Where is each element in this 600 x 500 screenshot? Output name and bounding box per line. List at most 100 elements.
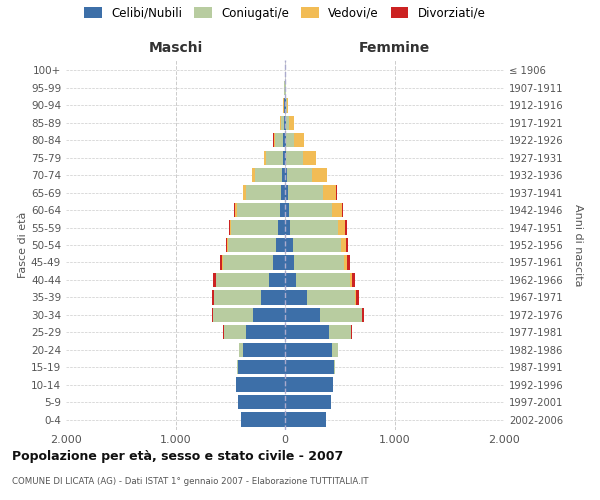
- Bar: [214, 273, 215, 287]
- Bar: [355, 290, 356, 304]
- Bar: [344, 256, 347, 270]
- Bar: [285, 308, 320, 322]
- Bar: [342, 203, 343, 217]
- Bar: [293, 238, 341, 252]
- Bar: [273, 256, 285, 270]
- Bar: [245, 186, 281, 200]
- Bar: [329, 325, 350, 340]
- Bar: [213, 308, 253, 322]
- Bar: [282, 168, 285, 182]
- Bar: [284, 116, 285, 130]
- Bar: [266, 150, 283, 165]
- Bar: [285, 395, 331, 409]
- Y-axis label: Fasce di età: Fasce di età: [18, 212, 28, 278]
- Bar: [285, 203, 289, 217]
- Bar: [286, 116, 289, 130]
- Bar: [313, 168, 326, 182]
- Bar: [242, 186, 244, 200]
- Bar: [276, 238, 285, 252]
- Bar: [281, 186, 285, 200]
- Bar: [264, 150, 266, 165]
- Bar: [334, 360, 335, 374]
- Bar: [285, 238, 293, 252]
- Bar: [285, 290, 307, 304]
- Bar: [252, 168, 256, 182]
- Bar: [320, 308, 362, 322]
- Text: Femmine: Femmine: [359, 41, 430, 55]
- Bar: [244, 342, 285, 357]
- Bar: [338, 220, 345, 234]
- Bar: [283, 150, 285, 165]
- Text: COMUNE DI LICATA (AG) - Dati ISTAT 1° gennaio 2007 - Elaborazione TUTTITALIA.IT: COMUNE DI LICATA (AG) - Dati ISTAT 1° ge…: [12, 478, 368, 486]
- Bar: [227, 238, 228, 252]
- Bar: [237, 203, 280, 217]
- Bar: [323, 186, 336, 200]
- Bar: [244, 186, 245, 200]
- Bar: [226, 238, 227, 252]
- Bar: [275, 133, 283, 148]
- Bar: [294, 256, 344, 270]
- Bar: [253, 308, 285, 322]
- Bar: [285, 186, 288, 200]
- Bar: [285, 150, 286, 165]
- Bar: [285, 133, 286, 148]
- Bar: [288, 186, 323, 200]
- Bar: [347, 256, 350, 270]
- Bar: [289, 203, 332, 217]
- Bar: [290, 220, 338, 234]
- Bar: [286, 98, 287, 112]
- Bar: [285, 256, 294, 270]
- Bar: [294, 133, 304, 148]
- Bar: [285, 342, 332, 357]
- Bar: [234, 203, 235, 217]
- Bar: [285, 360, 334, 374]
- Bar: [341, 238, 346, 252]
- Bar: [261, 290, 285, 304]
- Bar: [229, 220, 230, 234]
- Bar: [280, 203, 285, 217]
- Bar: [287, 98, 288, 112]
- Bar: [214, 290, 261, 304]
- Bar: [232, 220, 278, 234]
- Bar: [269, 273, 285, 287]
- Bar: [346, 238, 348, 252]
- Bar: [235, 203, 237, 217]
- Bar: [230, 220, 232, 234]
- Bar: [212, 290, 214, 304]
- Bar: [362, 308, 364, 322]
- Bar: [307, 290, 355, 304]
- Bar: [326, 168, 328, 182]
- Bar: [285, 378, 333, 392]
- Bar: [350, 273, 352, 287]
- Bar: [278, 220, 285, 234]
- Bar: [287, 168, 313, 182]
- Bar: [238, 360, 285, 374]
- Legend: Celibi/Nubili, Coniugati/e, Vedovi/e, Divorziati/e: Celibi/Nubili, Coniugati/e, Vedovi/e, Di…: [84, 6, 486, 20]
- Bar: [283, 133, 285, 148]
- Bar: [286, 133, 294, 148]
- Text: Popolazione per età, sesso e stato civile - 2007: Popolazione per età, sesso e stato civil…: [12, 450, 343, 463]
- Bar: [281, 116, 284, 130]
- Bar: [302, 150, 316, 165]
- Bar: [216, 273, 269, 287]
- Bar: [336, 186, 337, 200]
- Bar: [286, 150, 302, 165]
- Bar: [220, 256, 222, 270]
- Bar: [352, 273, 355, 287]
- Bar: [356, 290, 359, 304]
- Bar: [256, 168, 282, 182]
- Bar: [285, 116, 286, 130]
- Bar: [224, 325, 245, 340]
- Bar: [351, 325, 352, 340]
- Bar: [289, 116, 294, 130]
- Text: Maschi: Maschi: [148, 41, 203, 55]
- Bar: [285, 273, 296, 287]
- Bar: [238, 395, 285, 409]
- Bar: [285, 168, 287, 182]
- Bar: [296, 273, 350, 287]
- Bar: [332, 342, 338, 357]
- Bar: [239, 342, 244, 357]
- Bar: [285, 412, 326, 426]
- Y-axis label: Anni di nascita: Anni di nascita: [573, 204, 583, 286]
- Bar: [236, 378, 285, 392]
